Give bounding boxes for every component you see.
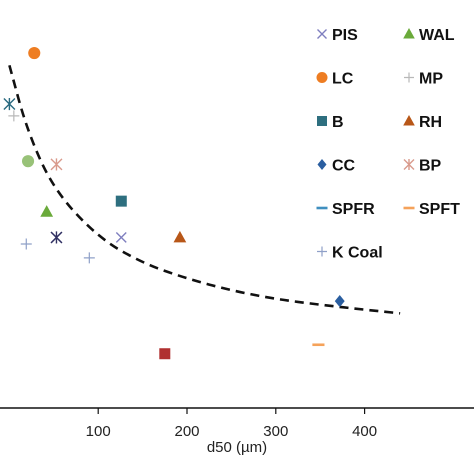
legend-label: SPFR (332, 201, 375, 218)
legend-label: RH (419, 114, 442, 131)
legend-label: SPFT (419, 201, 460, 218)
x-tick-label: 400 (352, 423, 377, 440)
x-axis-title: d50 (µm) (207, 439, 267, 456)
legend-label: K Coal (332, 245, 383, 262)
legend-label: WAL (419, 27, 455, 44)
plot-area: 100 200 300 400 (0, 46, 474, 440)
legend-item-wal: WAL (403, 27, 455, 44)
legend-marker (316, 72, 328, 83)
point-wal (40, 205, 54, 217)
point-unlabeled (159, 348, 171, 360)
x-tick-label: 100 (86, 423, 111, 440)
legend-item-lc: LC (316, 71, 354, 88)
point-cc (334, 295, 345, 308)
legend: PIS WAL LC MP B RH CC BP SPFR SPFT K Coal (316, 27, 460, 262)
point-k-coal (20, 238, 32, 250)
point-pis (115, 232, 127, 243)
point-k-coal (83, 252, 95, 264)
trend-line (8, 64, 401, 315)
legend-item-b: B (317, 114, 344, 131)
point-spft (312, 343, 325, 347)
point-lc (28, 46, 41, 60)
legend-marker (317, 246, 327, 257)
legend-marker (316, 206, 328, 210)
legend-item-spft: SPFT (403, 201, 460, 218)
legend-item-spfr: SPFR (316, 201, 375, 218)
legend-marker (317, 159, 327, 170)
point-unlabeled (50, 231, 63, 244)
legend-label: B (332, 114, 344, 131)
legend-label: MP (419, 71, 443, 88)
point-bp (50, 158, 63, 171)
x-tick-label: 300 (263, 423, 288, 440)
data-points (3, 46, 345, 360)
legend-label: BP (419, 158, 442, 175)
legend-marker (317, 29, 327, 39)
legend-item-bp: BP (403, 158, 442, 175)
legend-marker (403, 115, 415, 126)
legend-marker (403, 206, 415, 210)
x-tick-label: 200 (174, 423, 199, 440)
x-axis-ticks: 100 200 300 400 (86, 408, 377, 440)
legend-label: CC (332, 158, 356, 175)
legend-marker (317, 116, 327, 126)
point-rh (173, 230, 187, 243)
legend-marker (403, 28, 415, 39)
legend-item-pis: PIS (317, 27, 358, 44)
legend-item-mp: MP (404, 71, 443, 88)
legend-item-rh: RH (403, 114, 442, 131)
legend-marker (403, 159, 415, 170)
point-mp (8, 110, 20, 122)
legend-label: LC (332, 71, 354, 88)
legend-label: PIS (332, 27, 358, 44)
point-unlabeled (21, 155, 35, 168)
legend-item-k-coal: K Coal (317, 245, 383, 262)
legend-item-cc: CC (317, 158, 356, 175)
legend-marker (404, 72, 414, 83)
point-unlabeled (3, 97, 16, 111)
point-b (115, 195, 127, 207)
